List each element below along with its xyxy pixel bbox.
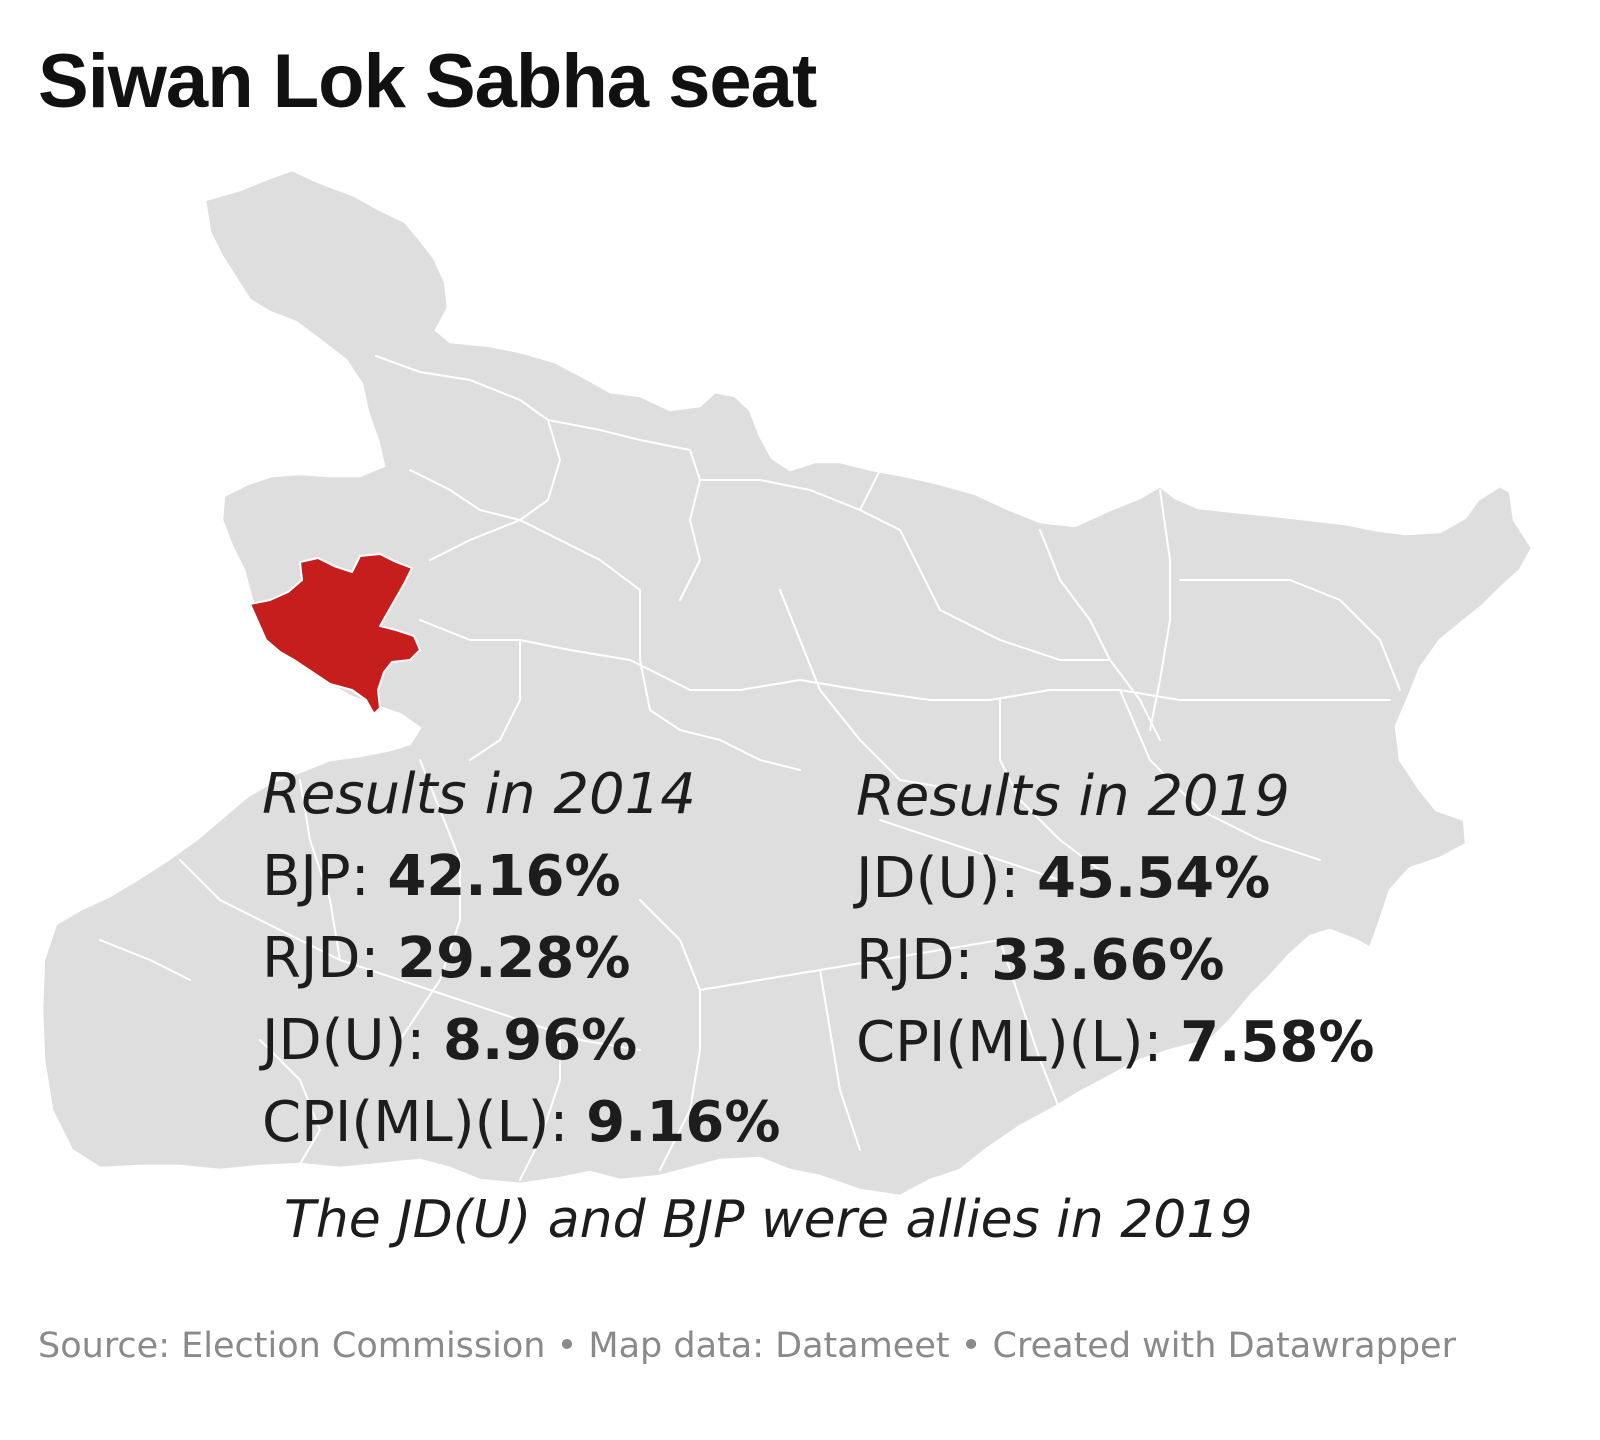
party-label: JD(U) xyxy=(856,846,1001,911)
party-vote-share: 7.58% xyxy=(1180,1010,1375,1075)
party-label: CPI(ML)(L) xyxy=(262,1090,550,1155)
result-row-2014-jdu: JD(U): 8.96% xyxy=(262,1008,638,1073)
party-vote-share: 33.66% xyxy=(991,928,1225,993)
party-label: JD(U) xyxy=(262,1008,407,1073)
party-vote-share: 29.28% xyxy=(397,926,631,991)
party-label: RJD xyxy=(262,926,361,991)
datawrapper-credit[interactable]: Created with Datawrapper xyxy=(992,1326,1456,1366)
page-title: Siwan Lok Sabha seat xyxy=(38,39,817,124)
results-2014-block: Results in 2014 BJP: 42.16% RJD: 29.28% … xyxy=(262,754,780,1164)
party-label: RJD xyxy=(856,928,955,993)
party-label: BJP xyxy=(262,844,351,909)
result-row-2019-cpiml: CPI(ML)(L): 7.58% xyxy=(856,1010,1375,1075)
result-row-2014-bjp: BJP: 42.16% xyxy=(262,844,621,909)
results-2019-heading: Results in 2019 xyxy=(856,764,1290,829)
party-vote-share: 9.16% xyxy=(586,1090,781,1155)
results-2019-block: Results in 2019 JD(U): 45.54% RJD: 33.66… xyxy=(856,756,1374,1084)
district-boundaries xyxy=(99,355,1401,1181)
footer-credits: Source: Election Commission • Map data: … xyxy=(38,1326,1456,1366)
party-vote-share: 42.16% xyxy=(387,844,621,909)
separator-dot: • xyxy=(960,1326,982,1366)
siwan-constituency-highlight[interactable] xyxy=(249,553,421,715)
results-2014-heading: Results in 2014 xyxy=(262,762,696,827)
result-row-2019-rjd: RJD: 33.66% xyxy=(856,928,1225,993)
party-vote-share: 8.96% xyxy=(443,1008,638,1073)
separator-dot: • xyxy=(556,1326,578,1366)
alliance-note: The JD(U) and BJP were allies in 2019 xyxy=(284,1190,1253,1250)
party-label: CPI(ML)(L) xyxy=(856,1010,1144,1075)
result-row-2014-cpiml: CPI(ML)(L): 9.16% xyxy=(262,1090,781,1155)
result-row-2014-rjd: RJD: 29.28% xyxy=(262,926,631,991)
source-credit[interactable]: Source: Election Commission xyxy=(38,1326,546,1366)
result-row-2019-jdu: JD(U): 45.54% xyxy=(856,846,1271,911)
map-data-credit[interactable]: Map data: Datameet xyxy=(588,1326,950,1366)
party-vote-share: 45.54% xyxy=(1037,846,1271,911)
